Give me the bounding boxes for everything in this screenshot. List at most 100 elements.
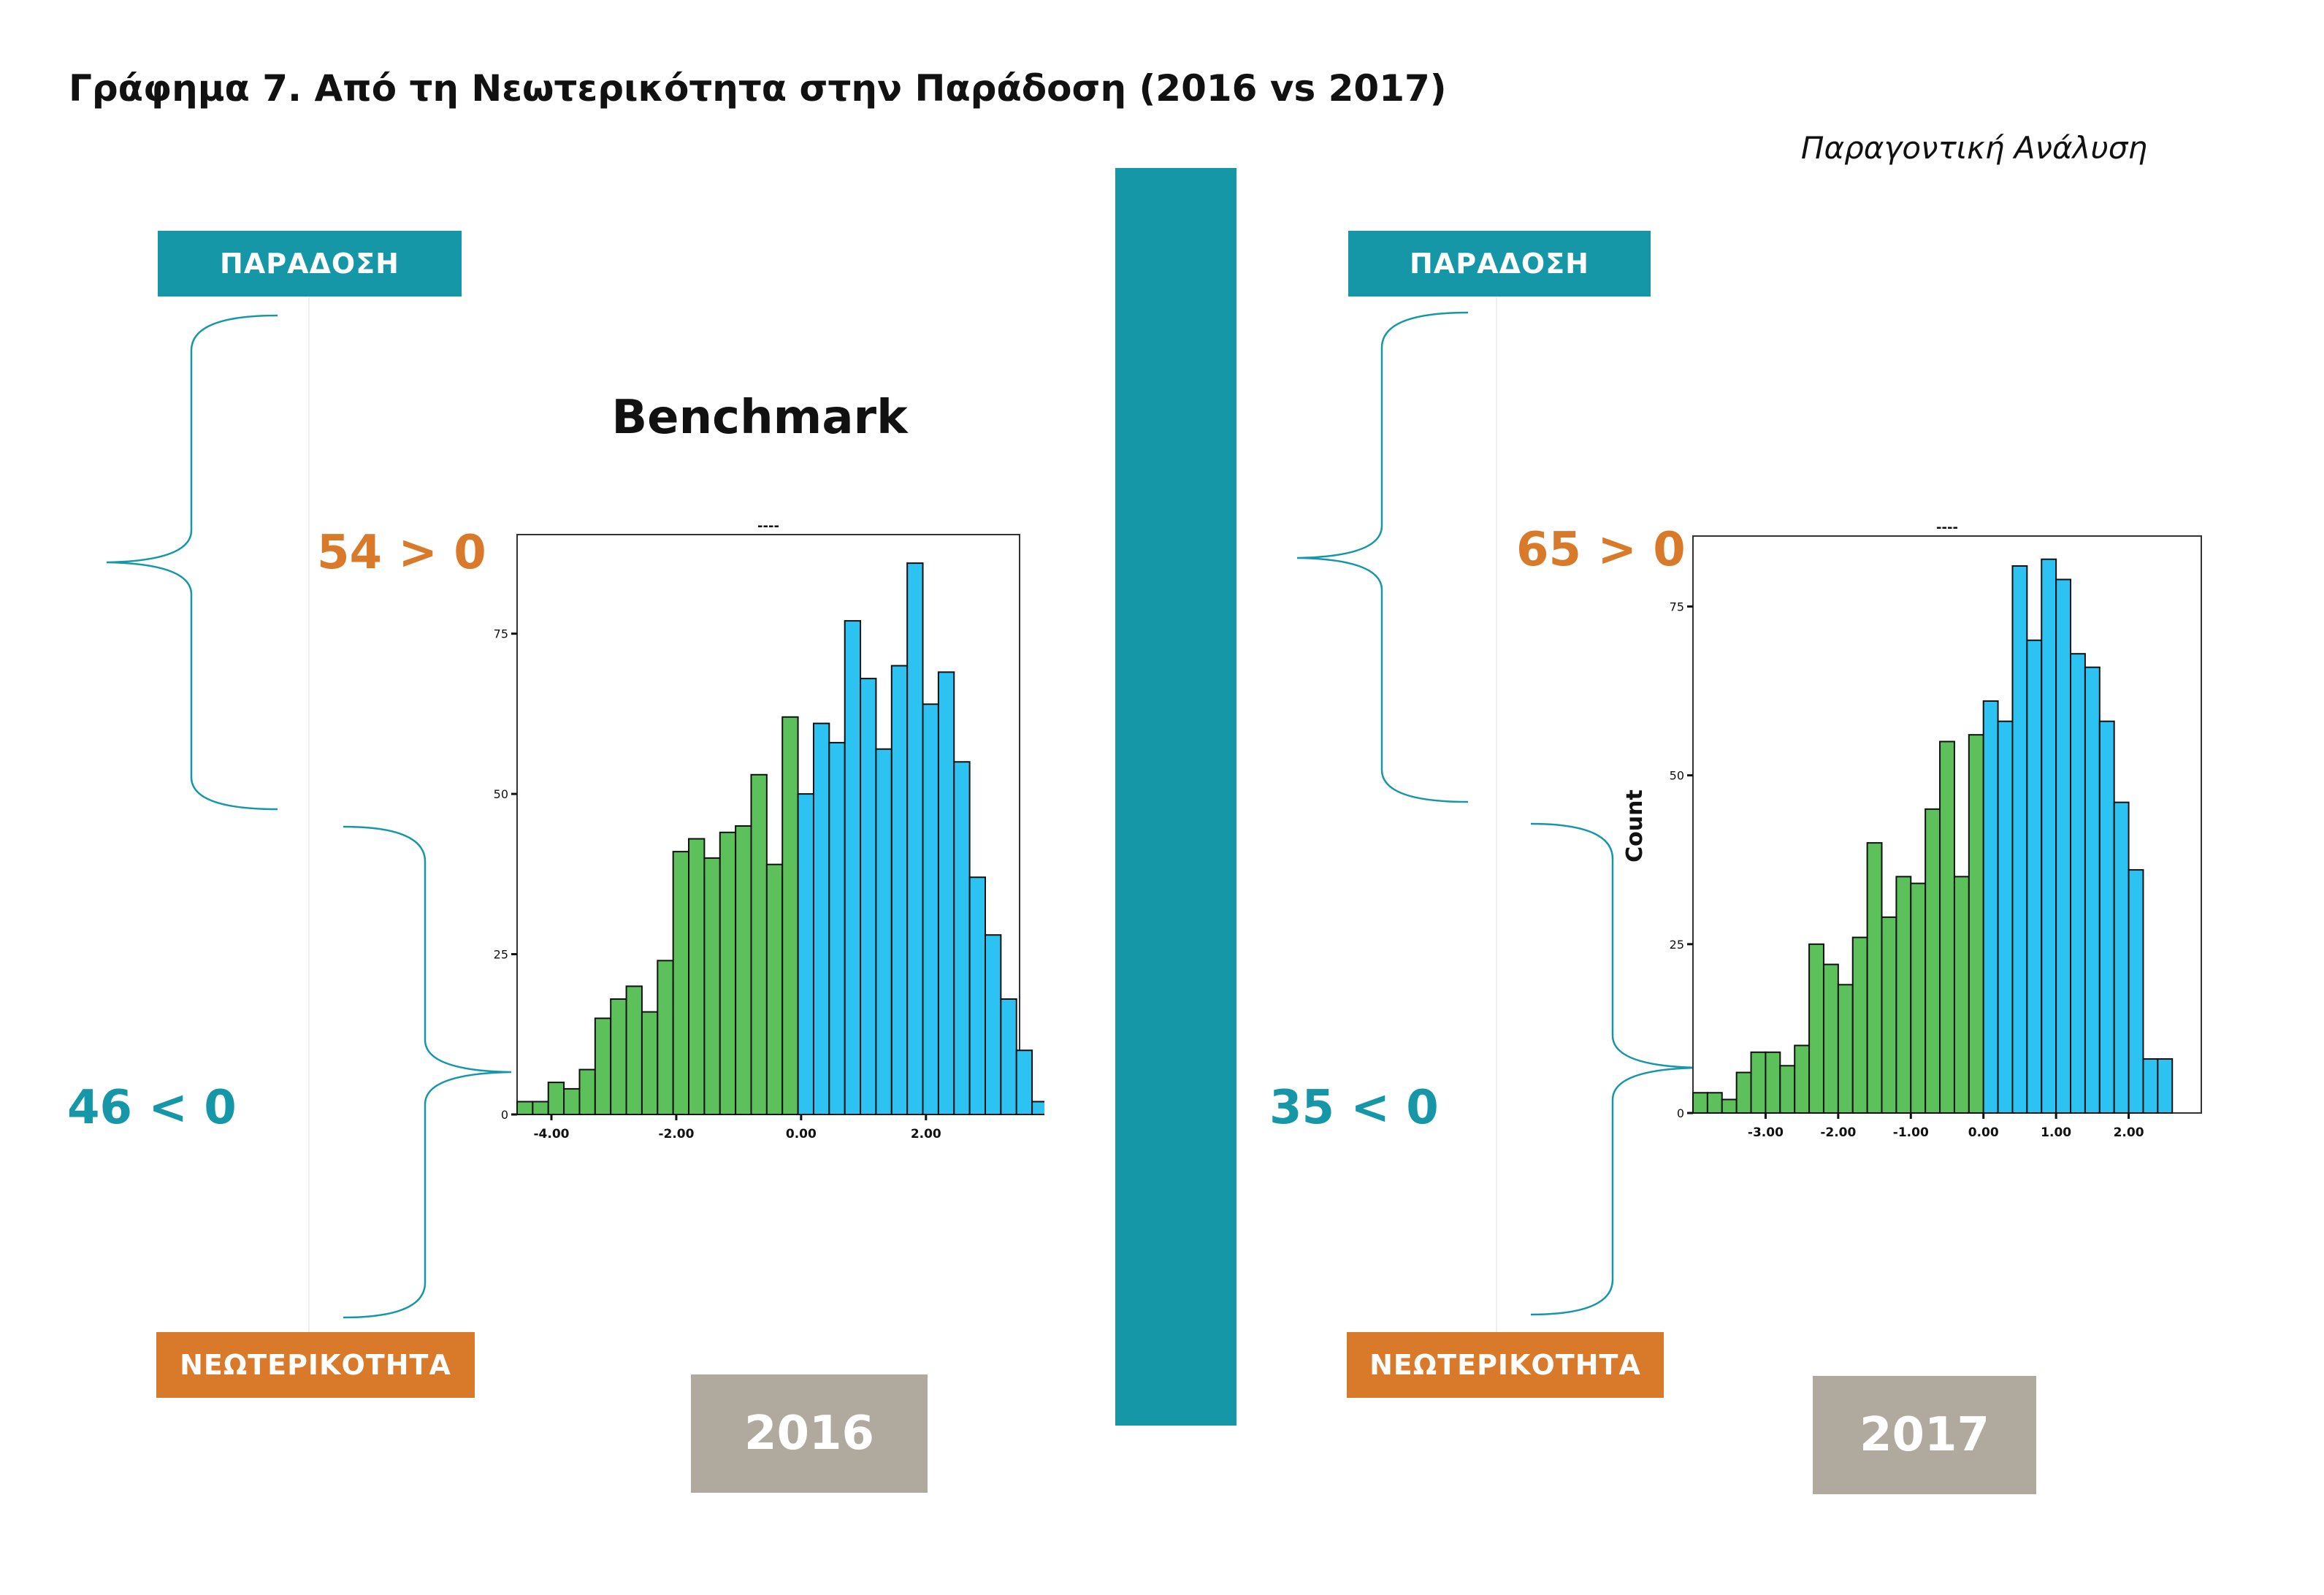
histogram-bar (1982, 700, 1999, 1114)
histogram-bar (1721, 1098, 1738, 1114)
histogram-bar (2098, 720, 2115, 1114)
x-tick-label: 0.00 (786, 1127, 817, 1141)
histogram-bar (532, 1101, 549, 1116)
histogram-bar (890, 665, 909, 1116)
y-tick-label: 0 (1677, 1106, 1684, 1120)
x-tick-label: 2.00 (911, 1127, 941, 1141)
modernity-tag-2017: ΝΕΩΤΕΡΙΚΟΤΗΤΑ (1347, 1332, 1664, 1398)
histogram-bar (1895, 876, 1912, 1114)
year-badge-2016: 2016 (691, 1374, 928, 1493)
positive-share-2016: 54 > 0 (317, 526, 486, 580)
histogram-bar (578, 1068, 596, 1115)
histogram-bar (2084, 666, 2101, 1114)
histogram-bar (1808, 943, 1824, 1114)
histogram-2016: ---- 0 25 50 75 -4.00 -2.00 0.00 2.00 (494, 520, 1044, 1141)
histogram-bar (1837, 984, 1854, 1114)
x-tick-label: -2.00 (1820, 1125, 1856, 1140)
panel-guide-line-2016 (308, 297, 310, 1332)
histogram-bar (719, 831, 737, 1115)
tradition-label: ΠΑΡΑΔΟΣΗ (220, 248, 400, 280)
histogram-bar (1851, 936, 1868, 1114)
histogram-bar (594, 1017, 612, 1115)
histogram-bar (2128, 869, 2144, 1114)
histogram-bar (1794, 1044, 1811, 1114)
chart-title: ---- (1936, 520, 1958, 535)
modernity-label: ΝΕΩΤΕΡΙΚΟΤΗΤΑ (1369, 1349, 1641, 1381)
histogram-bar (2070, 653, 2086, 1114)
negative-share-2017: 35 < 0 (1269, 1081, 1439, 1135)
chart-title: ---- (757, 520, 779, 534)
histogram-bar (1968, 734, 1984, 1114)
histogram-bar (797, 793, 814, 1115)
histogram-bar (2142, 1058, 2159, 1114)
histogram-bar (1881, 916, 1897, 1114)
y-tick-label: 50 (1670, 769, 1684, 783)
page-subtitle: Παραγοντική Ανάλυση (1800, 130, 2147, 166)
histogram-bar (1750, 1051, 1767, 1114)
histogram-bar (657, 960, 674, 1115)
modernity-label: ΝΕΩΤΕΡΙΚΟΤΗΤΑ (180, 1349, 451, 1381)
year-badge-2017: 2017 (1813, 1376, 2036, 1494)
x-tick-label: 2.00 (2114, 1125, 2144, 1140)
year-label: 2016 (744, 1407, 875, 1461)
histogram-bar (1924, 808, 1941, 1114)
histogram-bar (1706, 1092, 1723, 1114)
histogram-bar (860, 678, 877, 1116)
histogram-bar (1939, 741, 1955, 1114)
histogram-bar (984, 934, 1002, 1115)
tradition-tag-2017: ΠΑΡΑΔΟΣΗ (1348, 231, 1651, 297)
x-tick-label: -1.00 (1893, 1125, 1929, 1140)
histogram-bar (812, 722, 830, 1115)
histogram-bar (1735, 1071, 1752, 1114)
y-axis-label: Count (1622, 789, 1648, 862)
y-tick-label: 75 (494, 627, 508, 641)
histogram-bar (1000, 998, 1017, 1115)
histogram-bar (1779, 1065, 1796, 1114)
histogram-bar (735, 825, 752, 1115)
modernity-tag-2016: ΝΕΩΤΕΡΙΚΟΤΗΤΑ (156, 1332, 475, 1398)
histogram-bar (922, 703, 939, 1115)
y-tick-label: 50 (494, 787, 508, 801)
histogram-bar (610, 998, 627, 1115)
y-tick-label: 0 (501, 1108, 508, 1122)
histogram-bar (672, 851, 690, 1115)
y-tick-label: 25 (1670, 938, 1684, 952)
histogram-bar (703, 857, 721, 1115)
histogram-bar (953, 761, 971, 1115)
histogram-bar (1953, 876, 1970, 1114)
histogram-bar (1910, 882, 1927, 1114)
histogram-bar (563, 1087, 581, 1116)
x-tick-label: -3.00 (1748, 1125, 1784, 1140)
histogram-bar (1765, 1051, 1781, 1114)
histogram-bar (2055, 578, 2072, 1114)
x-tick-label: -4.00 (534, 1127, 570, 1141)
y-tick-label: 75 (1670, 600, 1684, 613)
histogram-bar (1866, 842, 1883, 1114)
histogram-bar (1692, 1092, 1708, 1114)
histogram-bar (688, 838, 706, 1115)
histogram-bar (844, 620, 862, 1116)
negative-share-2016: 46 < 0 (67, 1081, 237, 1135)
year-label: 2017 (1859, 1408, 1990, 1462)
positive-share-2017: 65 > 0 (1516, 523, 1686, 577)
histogram-bar (2026, 639, 2043, 1114)
histogram-bar (1822, 963, 1839, 1114)
x-tick-label: -2.00 (658, 1127, 694, 1141)
y-tick-label: 25 (494, 948, 508, 962)
histogram-bar (516, 1101, 534, 1116)
histogram-bar (828, 741, 846, 1115)
tradition-brace-2016 (106, 314, 278, 811)
histogram-bar (2041, 558, 2057, 1114)
center-divider-bar (1115, 168, 1236, 1426)
histogram-bar (906, 562, 924, 1116)
histogram-bar (968, 876, 986, 1115)
x-tick-label: 1.00 (2041, 1125, 2071, 1140)
histogram-bar (547, 1082, 565, 1115)
histogram-bar (2157, 1058, 2174, 1114)
tradition-tag-2016: ΠΑΡΑΔΟΣΗ (158, 231, 462, 297)
panel-guide-line-2017 (1496, 297, 1497, 1332)
histogram-bar (1015, 1049, 1033, 1116)
histogram-bar (2113, 801, 2130, 1114)
histogram-bar (625, 985, 643, 1116)
page-title: Γράφημα 7. Από τη Νεωτερικότητα στην Παρ… (69, 67, 1447, 110)
